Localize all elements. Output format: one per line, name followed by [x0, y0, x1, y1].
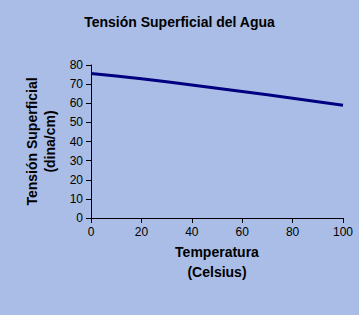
- svg-text:100: 100: [333, 225, 353, 239]
- svg-text:20: 20: [70, 173, 84, 187]
- svg-text:40: 40: [185, 225, 199, 239]
- svg-text:(dina/cm): (dina/cm): [42, 110, 58, 172]
- svg-text:70: 70: [70, 77, 84, 91]
- svg-text:(Celsius): (Celsius): [187, 264, 246, 280]
- svg-text:80: 80: [70, 58, 84, 72]
- svg-text:40: 40: [70, 135, 84, 149]
- svg-text:0: 0: [76, 211, 83, 225]
- svg-text:60: 60: [236, 225, 250, 239]
- svg-text:Tensión Superficial: Tensión Superficial: [24, 77, 40, 205]
- svg-text:10: 10: [70, 192, 84, 206]
- svg-text:80: 80: [286, 225, 300, 239]
- svg-text:Tensión Superficial del Agua: Tensión Superficial del Agua: [84, 14, 275, 30]
- svg-text:30: 30: [70, 154, 84, 168]
- svg-text:Temperatura: Temperatura: [175, 244, 259, 260]
- svg-text:0: 0: [88, 225, 95, 239]
- svg-text:50: 50: [70, 115, 84, 129]
- svg-text:60: 60: [70, 96, 84, 110]
- svg-text:20: 20: [135, 225, 149, 239]
